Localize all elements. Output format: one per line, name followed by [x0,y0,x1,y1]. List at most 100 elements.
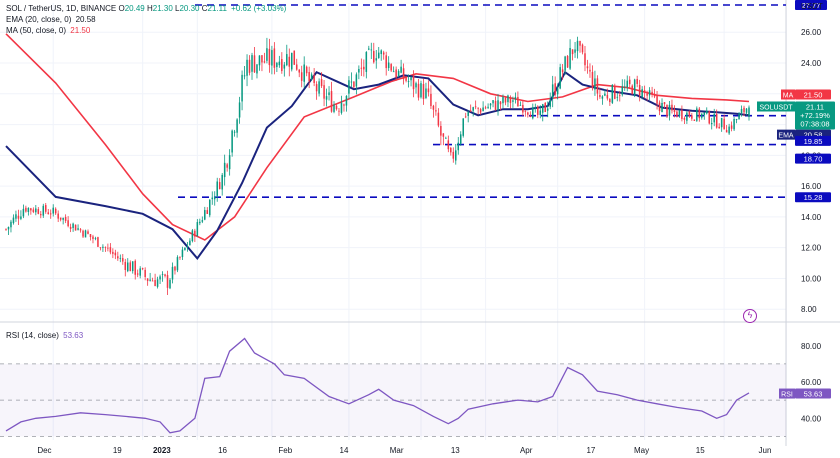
candle-body [611,84,614,103]
candle-body [373,50,375,63]
candle-body [276,62,278,68]
candle-body [492,100,494,104]
candle-body [82,230,84,237]
candle-body [295,64,298,70]
candle-body [527,112,529,115]
candle-body [392,71,395,73]
rsi-legend[interactable]: RSI (14, close) 53.63 [6,330,83,341]
candle-body [464,116,467,118]
candle-body [340,102,343,113]
candle-body [435,110,437,112]
candle-body [333,104,335,112]
time-axis[interactable]: Dec 19 2023 16 Feb 14 Mar 13 Apr 17 May 15 Jun [37,446,771,455]
symbol-tag-bg [757,101,795,112]
time-tick-label: 14 [340,446,349,455]
candle-body [442,133,445,137]
candle-body [723,118,725,130]
candle-body [27,207,30,212]
candle-body [566,56,569,68]
ma-legend[interactable]: MA (50, close, 0) 21.50 [6,25,90,36]
candle-body [248,59,251,73]
candle-body [57,213,59,219]
candle-body [10,221,12,228]
candle-body [703,112,706,115]
ma-value-tag-bg [795,89,831,100]
time-tick-label: Apr [520,446,533,455]
candle-body [261,55,263,63]
candle-body [350,81,353,83]
candle-body [62,217,64,220]
candle-body [313,75,315,83]
candle-body [241,74,243,102]
candle-body [179,256,181,258]
candle-body [268,48,271,66]
lightning-icon[interactable]: ϟ [743,309,757,323]
candle-body [221,174,223,190]
rsi-value-tag-text: 53.63 [804,390,823,399]
candle-body [420,83,422,98]
candle-body [144,269,146,277]
ema-legend-label: EMA (20, close, 0) [6,15,72,24]
candle-body [119,257,122,259]
candles [5,36,750,295]
candle-body [691,115,693,119]
rsi-legend-label: RSI (14, close) [6,331,59,340]
candle-body [725,130,728,133]
candle-body [69,226,72,229]
ohlc-value: 21.11 [207,4,227,13]
ema-tag-text: EMA [778,133,794,140]
candle-body [631,85,633,95]
time-tick-label: 2023 [153,446,171,455]
candle-body [382,52,385,55]
ohlc-label: H [144,4,153,13]
ema-legend-value: 20.58 [75,15,96,24]
candle-body [263,61,266,63]
candle-body [107,247,109,249]
candle-body [512,100,514,102]
candle-body [532,107,534,119]
candle-body [474,106,477,108]
candle-body [335,105,338,110]
rsi-tick-label: 40.00 [801,414,822,423]
candle-body [390,64,392,71]
candle-body [415,83,417,88]
candle-body [445,137,447,139]
top-level-tag-text: 27.77 [802,1,821,10]
candle-body [405,77,407,81]
candle-body [348,80,350,94]
candle-body [134,260,136,275]
candle-body [489,103,492,106]
candle-body [668,104,671,116]
symbol-legend[interactable]: SOL / TetherUS, 1D, BINANCE O20.49 H21.3… [6,3,286,14]
candle-body [715,114,718,128]
candle-body [482,107,484,112]
candle-body [696,108,698,121]
price-tick-label: 10.00 [801,274,822,283]
candle-body [497,100,499,110]
candle-body [459,134,462,144]
support3-tag-bg [795,192,831,203]
ohlc-values: O20.49 H21.30 L20.30 C21.11 [119,4,227,13]
rsi-tick-label: 60.00 [801,378,822,387]
candle-body [345,95,348,106]
candle-body [25,207,27,212]
rsi-tag-bg [779,388,795,399]
candle-body [318,81,320,94]
candle-body [99,247,102,249]
candle-body [688,111,691,117]
candle-body [584,53,586,66]
candle-body [184,247,186,250]
support2-tag-text: 18.70 [804,155,823,164]
candle-body [524,111,527,113]
time-tick-label: 13 [451,446,460,455]
ema-legend[interactable]: EMA (20, close, 0) 20.58 [6,14,96,25]
candle-body [589,69,591,72]
candle-body [658,102,661,112]
candle-body [360,67,363,69]
candle-body [529,115,532,118]
candle-body [176,257,179,271]
rsi-pane[interactable] [0,337,786,437]
candle-body [651,91,653,95]
